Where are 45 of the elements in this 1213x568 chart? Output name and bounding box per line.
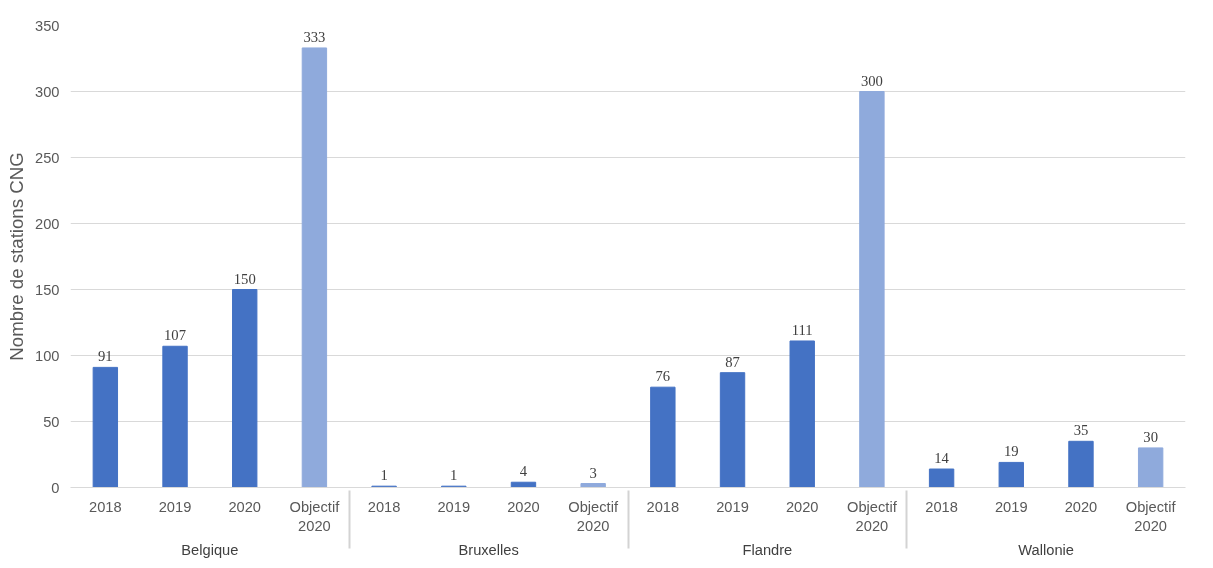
- data-label: 91: [98, 348, 113, 365]
- data-label: 107: [164, 327, 187, 344]
- data-label: 4: [519, 463, 528, 480]
- y-axis-title: Nombre de stations CNG: [6, 152, 28, 361]
- y-tick-label: 200: [35, 215, 60, 232]
- x-tick-label: Objectif 2020: [1125, 498, 1177, 534]
- text: Bruxelles: [458, 541, 519, 558]
- data-label: 1: [380, 467, 388, 484]
- x-tick-label: 2019: [994, 498, 1028, 515]
- data-label: 30: [1143, 428, 1158, 445]
- text: Flandre: [742, 541, 793, 558]
- data-label: 87: [725, 353, 740, 370]
- data-label: 19: [1003, 443, 1019, 460]
- x-tick-label: 2019: [437, 498, 471, 515]
- y-tick-label: 350: [35, 17, 60, 34]
- x-tick-label: 2018: [367, 498, 401, 515]
- y-tick-label: 0: [51, 479, 60, 496]
- x-tick-label: Objectif 2020: [289, 498, 341, 534]
- x-tick-label: Objectif 2020: [847, 498, 898, 534]
- text: Wallonie: [1018, 541, 1074, 558]
- x-tick-label: 2018: [646, 498, 680, 515]
- x-tick-label: 2020: [507, 498, 540, 515]
- x-tick-label: 2020: [228, 498, 262, 515]
- y-tick-label: 250: [35, 149, 60, 166]
- x-tick-label: 2019: [158, 498, 192, 515]
- y-tick-label: 150: [35, 281, 60, 298]
- text: Belgique: [181, 541, 239, 558]
- data-label: 14: [934, 450, 950, 467]
- y-tick-label: 50: [43, 413, 60, 430]
- data-label: 3: [589, 464, 597, 481]
- y-tick-label: 100: [35, 347, 60, 364]
- x-tick-label: Objectif 2020: [568, 498, 619, 534]
- data-label: 111: [791, 321, 813, 338]
- data-label: 35: [1073, 422, 1089, 439]
- x-tick-label: 2020: [785, 498, 819, 515]
- y-tick-label: 300: [35, 83, 60, 100]
- data-label: 333: [303, 28, 326, 45]
- x-tick-label: 2020: [1064, 498, 1098, 515]
- data-label: 300: [860, 72, 883, 89]
- data-label: 150: [233, 270, 256, 287]
- x-tick-label: 2018: [89, 498, 122, 515]
- data-label: 1: [450, 467, 458, 484]
- data-label: 76: [655, 368, 671, 385]
- x-tick-label: 2019: [716, 498, 749, 515]
- x-tick-label: 2018: [925, 498, 958, 515]
